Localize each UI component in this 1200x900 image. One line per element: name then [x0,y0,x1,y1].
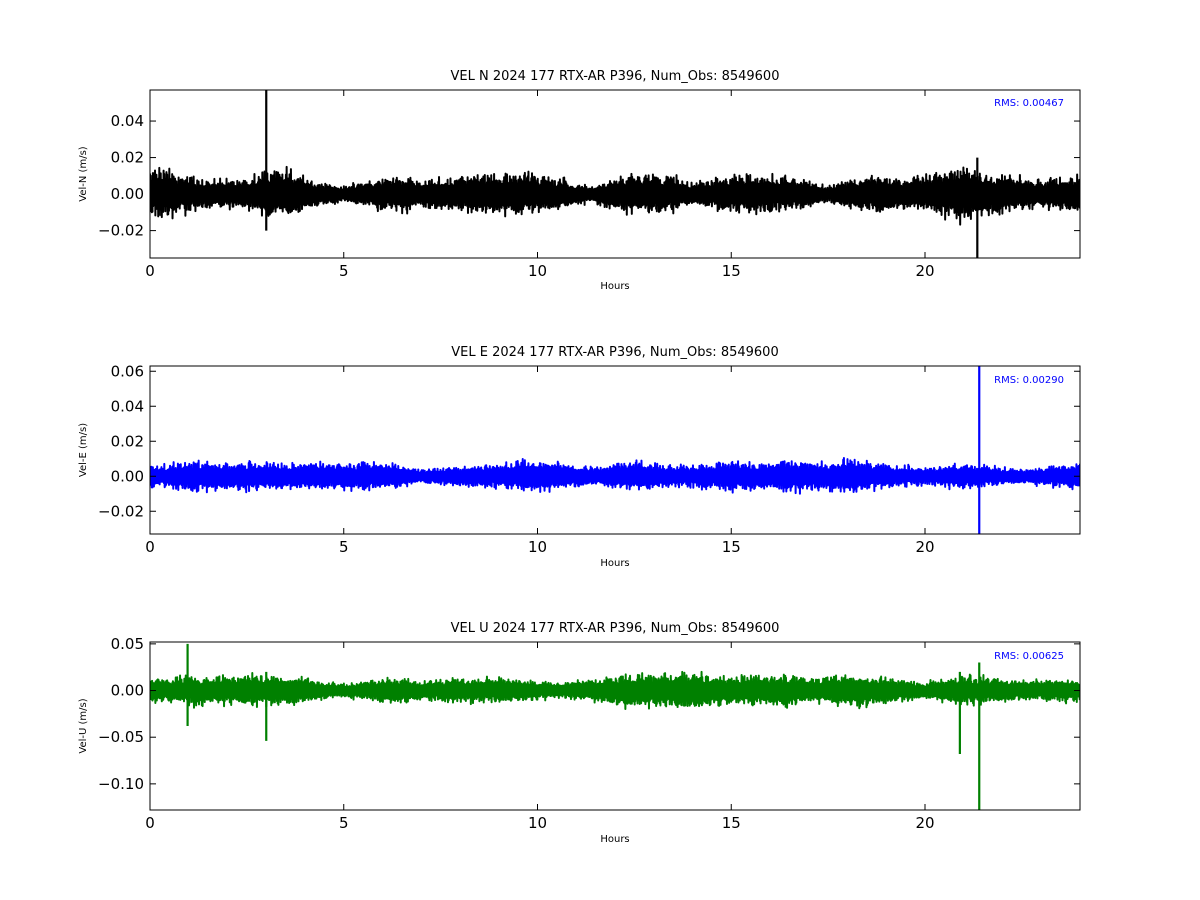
panel-vel-e: VEL E 2024 177 RTX-AR P396, Num_Obs: 854… [78,345,1081,569]
y-tick-label: 0.02 [111,432,144,450]
panel-vel-u: VEL U 2024 177 RTX-AR P396, Num_Obs: 854… [78,621,1081,845]
series-line [150,670,1080,710]
series-line [150,456,1080,495]
x-axis-label: Hours [600,558,629,569]
axis-ticks: 0 5 10 15 20 −0.10 −0.05 0.00 0.05 [98,635,1080,832]
x-axis-label: Hours [600,281,629,292]
plot-area [150,366,1080,534]
y-tick-label: 0.06 [111,362,144,380]
x-tick-label: 20 [915,538,934,556]
y-axis-label: Vel-E (m/s) [78,423,89,477]
x-tick-label: 15 [722,538,741,556]
x-tick-label: 0 [145,538,155,556]
chart-title: VEL U 2024 177 RTX-AR P396, Num_Obs: 854… [451,621,780,636]
x-tick-label: 20 [915,262,934,280]
y-tick-label: −0.02 [98,222,144,240]
axis-ticks: 0 5 10 15 20 −0.02 0.00 0.02 0.04 0.06 [98,362,1080,556]
plot-area [150,643,1080,810]
plot-area [150,90,1080,258]
y-axis-label: Vel-U (m/s) [78,698,89,753]
rms-label: RMS: 0.00467 [994,98,1064,109]
x-tick-label: 5 [339,814,349,832]
x-tick-label: 0 [145,262,155,280]
y-tick-label: −0.05 [98,728,144,746]
series-line [150,165,1080,226]
y-tick-label: 0.00 [111,682,144,700]
axis-ticks: 0 5 10 15 20 −0.02 0.00 0.02 0.04 [98,90,1080,280]
y-tick-label: 0.05 [111,635,144,653]
x-tick-label: 10 [528,262,547,280]
x-tick-label: 15 [722,262,741,280]
rms-label: RMS: 0.00290 [994,375,1064,386]
rms-label: RMS: 0.00625 [994,651,1064,662]
x-tick-label: 10 [528,814,547,832]
x-tick-label: 10 [528,538,547,556]
x-tick-label: 20 [915,814,934,832]
y-tick-label: −0.10 [98,775,144,793]
axes-frame [149,365,1081,535]
y-tick-label: 0.02 [111,149,144,167]
axes-frame [149,89,1081,259]
panel-vel-n: VEL N 2024 177 RTX-AR P396, Num_Obs: 854… [78,69,1081,292]
y-tick-label: 0.00 [111,467,144,485]
x-axis-label: Hours [600,834,629,845]
y-axis-label: Vel-N (m/s) [78,146,89,201]
y-tick-label: 0.00 [111,185,144,203]
chart-title: VEL N 2024 177 RTX-AR P396, Num_Obs: 854… [451,69,780,84]
y-tick-label: 0.04 [111,112,144,130]
x-tick-label: 5 [339,262,349,280]
axes-frame [149,641,1081,811]
x-tick-label: 5 [339,538,349,556]
x-tick-label: 0 [145,814,155,832]
chart-title: VEL E 2024 177 RTX-AR P396, Num_Obs: 854… [451,345,778,360]
y-tick-label: 0.04 [111,397,144,415]
x-tick-label: 15 [722,814,741,832]
y-tick-label: −0.02 [98,502,144,520]
